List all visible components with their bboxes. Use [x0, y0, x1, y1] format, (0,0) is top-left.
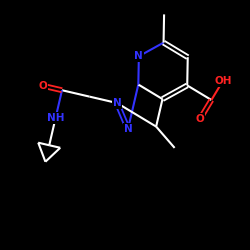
Text: O: O — [38, 81, 47, 91]
Text: OH: OH — [214, 76, 232, 86]
Text: N: N — [124, 124, 132, 134]
Text: NH: NH — [47, 113, 64, 123]
Text: N: N — [112, 98, 122, 108]
Text: N: N — [134, 51, 143, 61]
Text: O: O — [195, 114, 204, 124]
